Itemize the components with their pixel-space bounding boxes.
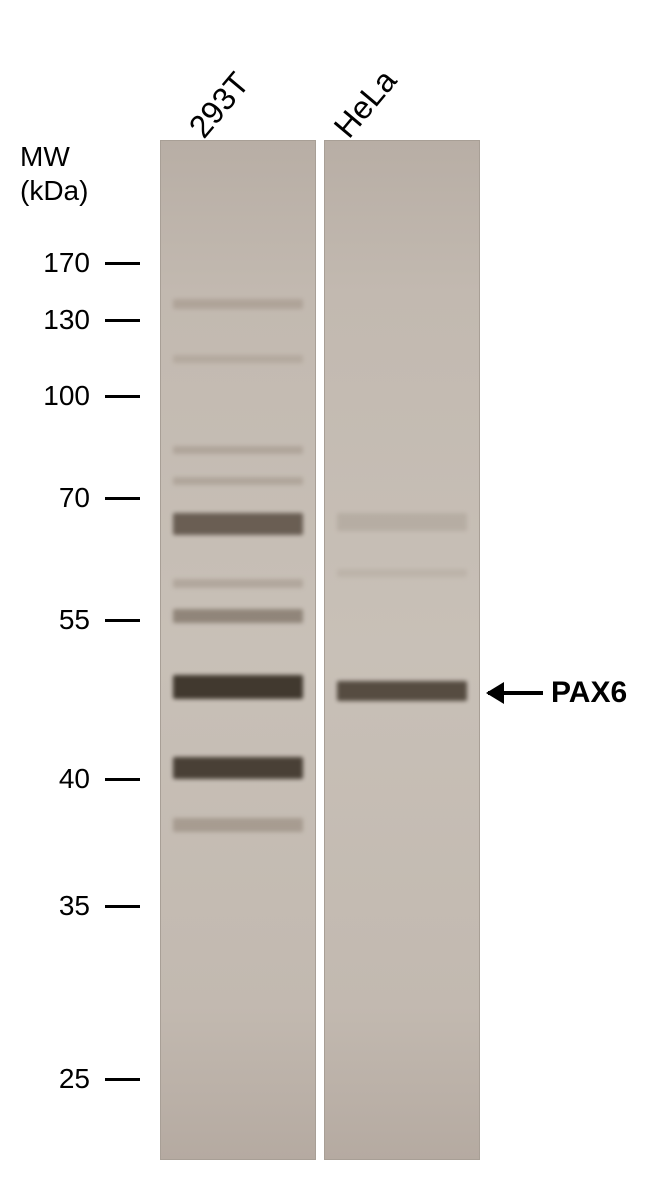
protein-band <box>173 675 302 699</box>
marker-tick <box>105 619 140 622</box>
marker-value: 100 <box>35 380 90 412</box>
marker-tick <box>105 262 140 265</box>
protein-band <box>337 513 466 531</box>
lane-hela <box>324 140 480 1160</box>
lane-293t <box>160 140 316 1160</box>
protein-band <box>173 757 302 779</box>
marker-value: 25 <box>35 1063 90 1095</box>
marker-tick <box>105 778 140 781</box>
lane-label-1: 293T <box>182 65 257 145</box>
blot-lanes <box>160 140 480 1160</box>
protein-band <box>173 446 302 454</box>
mw-text: MW <box>20 141 70 172</box>
protein-band <box>337 569 466 577</box>
marker-tick <box>105 395 140 398</box>
protein-band <box>173 513 302 535</box>
marker-value: 35 <box>35 890 90 922</box>
protein-band <box>173 355 302 363</box>
mw-unit: (kDa) <box>20 175 88 206</box>
protein-band <box>337 681 466 701</box>
target-band-indicator: PAX6 <box>488 676 627 710</box>
target-protein-label: PAX6 <box>551 676 627 710</box>
marker-value: 40 <box>35 763 90 795</box>
marker-value: 170 <box>35 247 90 279</box>
protein-band <box>173 477 302 485</box>
protein-band <box>173 818 302 832</box>
marker-tick <box>105 319 140 322</box>
lane-labels-group: 293T HeLa <box>160 15 500 145</box>
protein-band <box>173 609 302 623</box>
protein-band <box>173 579 302 588</box>
marker-tick <box>105 1078 140 1081</box>
mw-axis-label: MW (kDa) <box>20 140 88 207</box>
marker-value: 70 <box>35 482 90 514</box>
marker-tick <box>105 497 140 500</box>
marker-tick <box>105 905 140 908</box>
lane-label-2: HeLa <box>327 63 405 145</box>
marker-value: 55 <box>35 604 90 636</box>
arrowhead-icon <box>486 682 504 704</box>
western-blot-figure: MW (kDa) 293T HeLa 170 130 100 70 55 40 35 25 P… <box>10 10 640 1190</box>
protein-band <box>173 299 302 309</box>
arrow-icon <box>488 691 543 695</box>
marker-value: 130 <box>35 304 90 336</box>
